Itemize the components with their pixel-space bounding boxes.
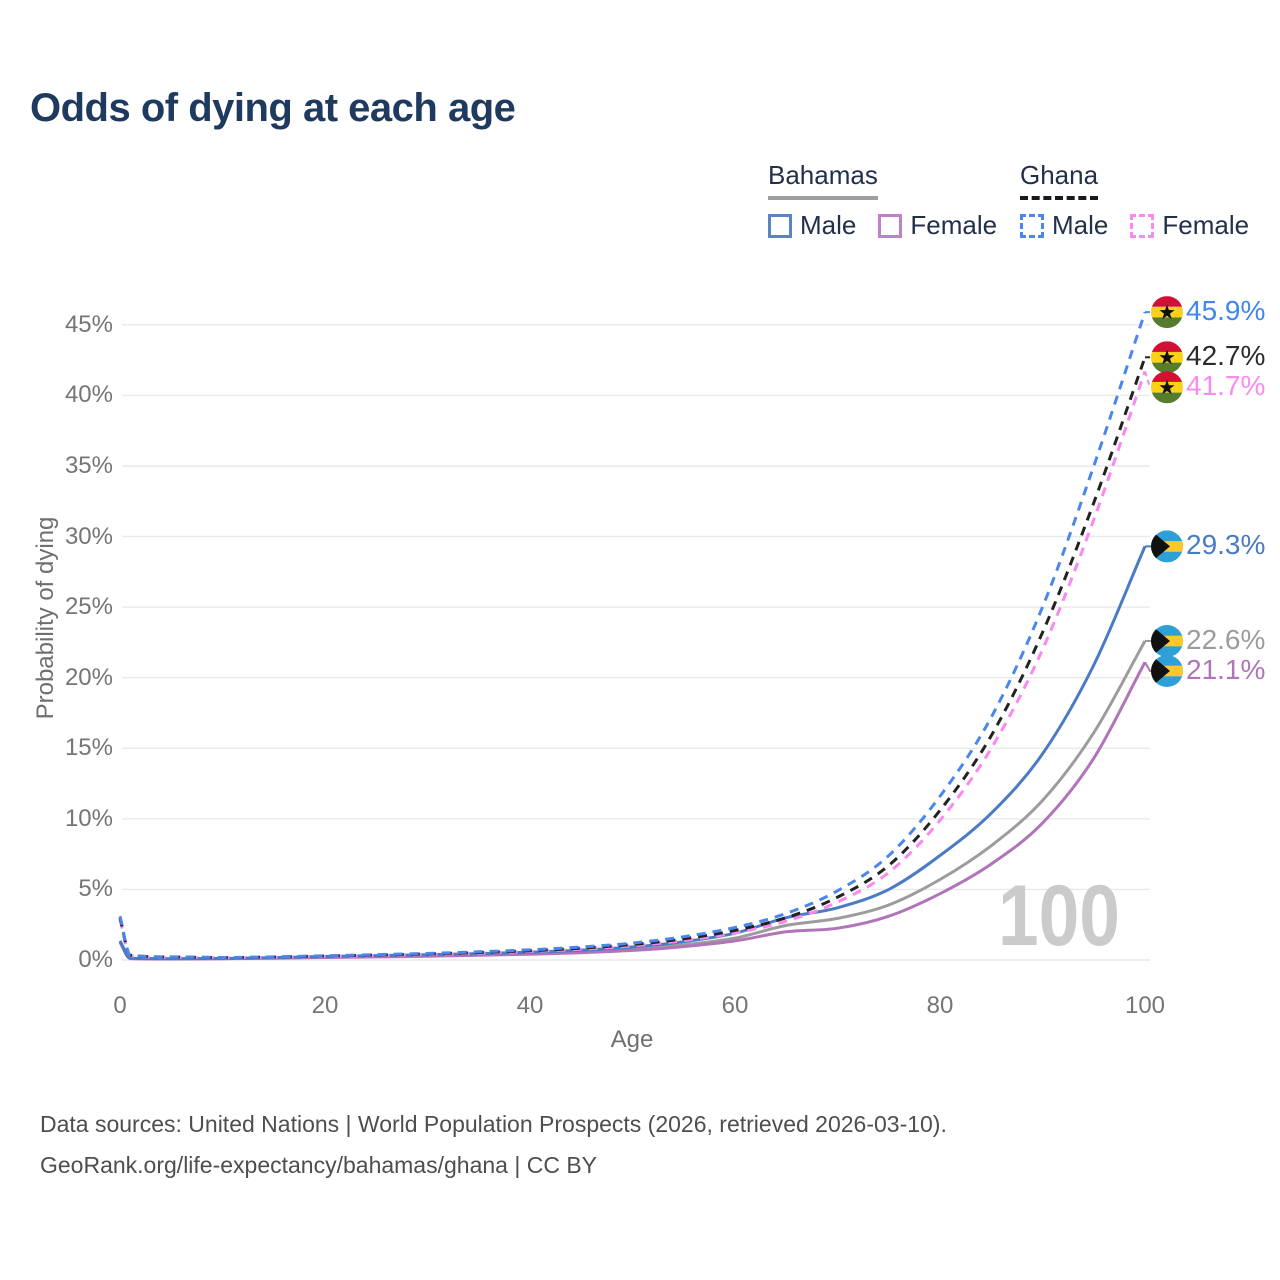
series-line-bahamas-female (118, 661, 1147, 961)
ghana-male-swatch-icon (1020, 213, 1044, 238)
flag-icon-ghana (1151, 341, 1183, 374)
end-label-bahamas-combined: 22.6% (1186, 624, 1266, 655)
y-tick-label: 10% (64, 804, 113, 832)
legend-item-ghana-female[interactable]: Female (1130, 210, 1249, 241)
x-tick-label: 20 (311, 992, 339, 1019)
end-label-bahamas-male: 29.3% (1186, 529, 1266, 561)
series-line-bahamas-male (118, 545, 1147, 961)
x-tick-label: 0 (113, 992, 127, 1019)
legend-item-ghana-male[interactable]: Male (1020, 210, 1108, 241)
legend-group-bahamas: Bahamas Male Female (768, 160, 997, 241)
flag-icon-ghana (1151, 296, 1183, 329)
flag-icon-bahamas (1151, 530, 1183, 563)
y-axis-title: Probability of dying (32, 516, 59, 720)
legend-label-bahamas-male: Male (800, 210, 857, 240)
y-tick-label: 30% (64, 522, 113, 550)
attribution: Data sources: United Nations | World Pop… (40, 1104, 947, 1186)
bahamas-female-swatch-icon (878, 213, 903, 238)
y-tick-label: 45% (64, 310, 113, 338)
legend-label-ghana-female: Female (1162, 210, 1250, 240)
legend-label-ghana-male: Male (1052, 210, 1109, 240)
x-tick-label: 80 (926, 992, 954, 1019)
end-label-ghana-female: 41.7% (1186, 370, 1266, 402)
source-url-line: GeoRank.org/life-expectancy/bahamas/ghan… (40, 1152, 597, 1178)
bahamas-male-swatch-icon (768, 213, 792, 238)
ghana-female-swatch-icon (1130, 213, 1155, 238)
legend-item-bahamas-male[interactable]: Male (768, 210, 856, 241)
x-tick-label: 100 (1124, 992, 1166, 1019)
flag-icon-bahamas (1151, 625, 1183, 658)
legend-label-bahamas-female: Female (910, 210, 998, 240)
flag-icon-bahamas (1151, 655, 1183, 688)
y-tick-label: 15% (64, 734, 113, 762)
flag-icon-ghana (1151, 371, 1183, 404)
y-tick-label: 5% (78, 875, 113, 903)
y-tick-label: 25% (64, 593, 113, 621)
x-tick-label: 40 (516, 992, 544, 1019)
y-tick-label: 40% (64, 381, 113, 409)
legend-items-bahamas: Male Female (768, 210, 997, 241)
series-line-ghana-combined (118, 356, 1147, 960)
age-watermark: 100 (998, 868, 1120, 964)
series-line-bahamas-combined (118, 640, 1147, 961)
legend-group-ghana: Ghana Male Female (1020, 160, 1249, 241)
legend-country-bahamas: Bahamas (768, 160, 878, 200)
end-label-ghana-male: 45.9% (1186, 295, 1266, 327)
page-title: Odds of dying at each age (30, 86, 516, 130)
x-axis-title: Age (610, 1026, 654, 1053)
y-tick-label: 20% (64, 663, 113, 691)
y-tick-label: 0% (78, 946, 113, 973)
legend-items-ghana: Male Female (1020, 210, 1249, 241)
legend-country-ghana: Ghana (1020, 160, 1099, 200)
data-sources-line: Data sources: United Nations | World Pop… (40, 1111, 947, 1137)
legend-item-bahamas-female[interactable]: Female (878, 210, 997, 241)
series-line-ghana-male (118, 311, 1147, 960)
x-tick-label: 60 (721, 992, 749, 1019)
series-line-ghana-female (118, 370, 1147, 960)
end-label-bahamas-female: 21.1% (1186, 654, 1266, 685)
y-tick-label: 35% (64, 451, 113, 479)
end-label-ghana-combined: 42.7% (1186, 340, 1266, 372)
